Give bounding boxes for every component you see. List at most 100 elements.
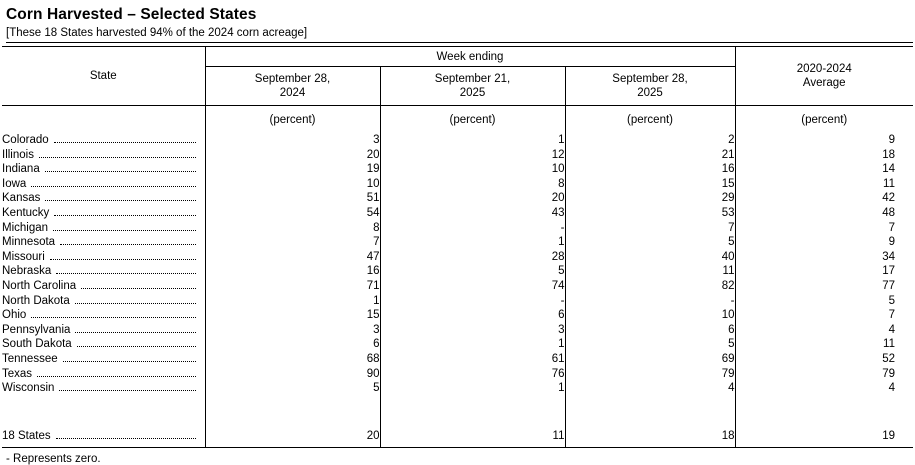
value-cell: 71 — [204, 278, 380, 294]
value-cell: 29 — [564, 191, 735, 206]
value-cell: 79 — [564, 366, 735, 382]
dot-leader — [31, 317, 196, 319]
group-header-row: State Week ending 2020-2024 Average — [2, 46, 913, 106]
table-row: Illinois 20 12 21 18 — [2, 147, 913, 163]
dot-leader — [54, 214, 196, 216]
dot-leader — [74, 302, 196, 304]
state-cell: Kentucky — [2, 206, 205, 221]
value-cell: 53 — [564, 205, 735, 221]
value-cell: 7 — [734, 308, 913, 323]
value-cell: 19 — [734, 423, 913, 448]
total-row: 18 States 20 11 18 19 — [2, 423, 913, 448]
value-cell: 51 — [204, 191, 380, 206]
value-cell: 14 — [734, 162, 913, 177]
column-header-average: 2020-2024 Average — [734, 46, 913, 106]
state-label: Kansas — [2, 192, 41, 205]
state-label: Missouri — [2, 250, 45, 263]
dot-leader — [76, 346, 196, 348]
state-cell: Colorado — [2, 133, 205, 148]
dot-leader — [44, 171, 196, 173]
value-cell: 48 — [734, 205, 913, 221]
value-cell: 3 — [379, 322, 565, 338]
state-label: Colorado — [2, 134, 49, 146]
value-cell: 79 — [734, 366, 913, 382]
value-cell: 90 — [204, 366, 380, 382]
dot-leader — [60, 244, 196, 246]
state-cell: North Carolina — [2, 279, 205, 294]
value-cell: 11 — [734, 176, 913, 192]
table-row: South Dakota 6 1 5 11 — [2, 337, 913, 352]
table-row: Colorado 3 1 2 9 — [2, 133, 913, 148]
value-cell: 3 — [204, 322, 380, 338]
date-header-row: September 28, 2024 September 21, 2025 Se… — [2, 66, 913, 106]
value-cell: 20 — [379, 191, 565, 206]
unit-label: (percent) — [734, 105, 913, 133]
value-cell: 3 — [204, 133, 380, 148]
value-cell: 5 — [564, 235, 735, 250]
state-label: North Dakota — [2, 294, 70, 307]
value-cell: 68 — [204, 351, 380, 367]
value-cell: 12 — [379, 147, 565, 163]
value-cell: 11 — [379, 423, 565, 448]
state-cell: Indiana — [2, 162, 205, 177]
state-cell: Missouri — [2, 250, 205, 265]
table-row: Tennessee 68 61 69 52 — [2, 351, 913, 367]
unit-label: (percent) — [564, 105, 735, 133]
spacer-cell — [734, 395, 913, 424]
table-body: Colorado 3 1 2 9 Illinois 20 12 21 18 Indiana 19 10 1… — [2, 133, 913, 448]
state-cell: North Dakota — [2, 294, 205, 309]
state-label: Ohio — [2, 309, 27, 322]
value-cell: 1 — [379, 235, 565, 250]
value-cell: 21 — [564, 147, 735, 163]
dot-leader — [81, 287, 196, 289]
unit-label: (percent) — [379, 105, 565, 133]
state-cell: South Dakota — [2, 337, 205, 352]
spacer-cell — [379, 395, 565, 424]
table-row: Texas 90 76 79 79 — [2, 366, 913, 382]
value-cell: 16 — [204, 264, 380, 279]
table-row: North Dakota 1- -5 — [2, 293, 913, 309]
table-row: Missouri 47 28 40 34 — [2, 249, 913, 265]
column-header-sep-21-2025: September 21, 2025 — [379, 66, 565, 106]
state-cell: Tennessee — [2, 352, 205, 367]
dot-leader — [31, 185, 196, 187]
spacer-cell — [564, 395, 735, 424]
dot-leader — [45, 200, 196, 202]
value-cell: 74 — [379, 278, 565, 294]
state-cell: Iowa — [2, 177, 205, 192]
value-cell: 52 — [734, 351, 913, 367]
value-cell: - — [379, 293, 565, 309]
table-row: Pennsylvania 3 3 6 4 — [2, 322, 913, 338]
value-cell: 2 — [564, 133, 735, 148]
value-cell: 9 — [734, 133, 913, 148]
spacer-cell — [204, 395, 380, 424]
value-cell: 18 — [564, 423, 735, 448]
table-row: Indiana 19 10 16 14 — [2, 162, 913, 177]
dot-leader — [37, 375, 196, 377]
value-cell: 1 — [204, 293, 380, 309]
column-group-header-week-ending: Week ending — [204, 46, 735, 67]
value-cell: 19 — [204, 162, 380, 177]
value-cell: 11 — [734, 337, 913, 352]
state-label: Wisconsin — [2, 382, 55, 395]
spacer-row — [2, 395, 913, 424]
value-cell: 18 — [734, 147, 913, 163]
page-subtitle: [These 18 States harvested 94% of the 20… — [6, 27, 913, 43]
table-row: Ohio 15 6 10 7 — [2, 308, 913, 323]
state-label: Illinois — [2, 148, 34, 161]
spacer-cell — [2, 396, 205, 424]
value-cell: 15 — [564, 176, 735, 192]
dot-leader — [62, 360, 196, 362]
state-label: 18 States — [2, 430, 51, 443]
value-cell: 1 — [379, 337, 565, 352]
unit-empty-cell — [2, 106, 205, 134]
value-cell: 8 — [204, 220, 380, 236]
state-cell: Wisconsin — [2, 381, 205, 396]
value-cell: 28 — [379, 249, 565, 265]
dot-leader — [75, 331, 196, 333]
value-cell: 16 — [564, 162, 735, 177]
state-label: Tennessee — [2, 352, 58, 365]
unit-label: (percent) — [204, 105, 380, 133]
state-cell: Minnesota — [2, 235, 205, 250]
dot-leader — [53, 142, 196, 143]
